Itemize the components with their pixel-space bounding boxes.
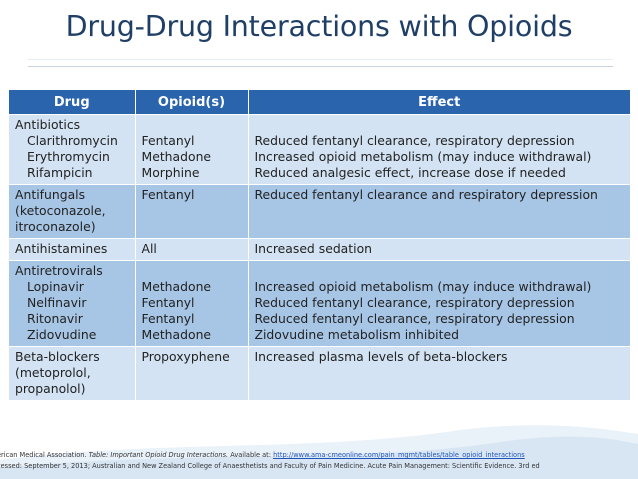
table-row-antibiotics: Antibiotics Clarithromycin Erythromycin … <box>9 114 630 185</box>
opioid-cell: Methadone Fentanyl Fentanyl Methadone <box>135 260 249 347</box>
opioid-name: Methadone <box>141 279 212 294</box>
column-header-effect: Effect <box>248 90 630 115</box>
opioid-name: All <box>141 241 157 256</box>
decorative-wave <box>0 425 638 479</box>
drug-name: Lopinavir <box>27 279 84 294</box>
column-header-drug: Drug <box>9 90 136 115</box>
opioid-name: Methadone <box>141 149 212 164</box>
drug-name: Rifampicin <box>27 165 93 180</box>
drug-cell: Antibiotics Clarithromycin Erythromycin … <box>9 114 136 185</box>
opioid-name: Morphine <box>141 165 200 180</box>
drug-class: Antibiotics <box>15 117 81 132</box>
effect-text: Reduced analgesic effect, increase dose … <box>254 165 566 180</box>
table-row-antifungals: Antifungals (ketoconazole, itroconazole)… <box>9 184 630 239</box>
citation-link[interactable]: http://www.ama-cmeonline.com/pain_mgmt/t… <box>273 451 525 459</box>
effect-text: Reduced fentanyl clearance, respiratory … <box>254 295 575 310</box>
drug-examples: propanolol) <box>15 381 86 396</box>
citation-available: Available at: <box>228 451 274 459</box>
citation-title: Table: Important Opioid Drug Interaction… <box>88 451 229 459</box>
opioid-cell: Propoxyphene <box>135 346 249 401</box>
table-row-antiretrovirals: Antiretrovirals Lopinavir Nelfinavir Rit… <box>9 260 630 347</box>
citation-footer: erican Medical Association. Table: Impor… <box>0 450 638 472</box>
opioid-cell: All <box>135 238 249 261</box>
citation-line-1: erican Medical Association. Table: Impor… <box>0 450 638 461</box>
drug-name: Zidovudine <box>27 327 97 342</box>
table-header-row: Drug Opioid(s) Effect <box>9 90 630 115</box>
title-divider <box>28 66 613 67</box>
opioid-name <box>142 263 243 279</box>
effect-cell: Increased sedation <box>248 238 630 261</box>
drug-cell: Antihistamines <box>9 238 136 261</box>
table-row-beta-blockers: Beta-blockers (metoprolol, propanolol) P… <box>9 346 630 401</box>
opioid-name: Fentanyl <box>141 311 195 326</box>
slide-title: Drug-Drug Interactions with Opioids <box>65 10 573 43</box>
effect-text <box>255 263 626 279</box>
effect-text: Zidovudine metabolism inhibited <box>254 327 459 342</box>
drug-class: Antiretrovirals <box>15 263 103 278</box>
title-divider-top <box>28 59 613 60</box>
column-header-opioids: Opioid(s) <box>135 90 249 115</box>
interactions-table: Drug Opioid(s) Effect Antibiotics Clarit… <box>9 90 630 401</box>
drug-cell: Antifungals (ketoconazole, itroconazole) <box>9 184 136 239</box>
effect-text <box>255 117 626 133</box>
effect-text: Increased plasma levels of beta-blockers <box>254 349 508 364</box>
effect-text: Reduced fentanyl clearance, respiratory … <box>254 133 575 148</box>
drug-name: Erythromycin <box>27 149 110 164</box>
drug-name: Clarithromycin <box>27 133 118 148</box>
effect-cell: Reduced fentanyl clearance, respiratory … <box>248 114 630 185</box>
drug-cell: Beta-blockers (metoprolol, propanolol) <box>9 346 136 401</box>
opioid-name: Fentanyl <box>141 295 195 310</box>
opioid-name: Propoxyphene <box>141 349 230 364</box>
drug-class: Beta-blockers <box>15 349 100 364</box>
drug-examples: (ketoconazole, <box>15 203 106 218</box>
drug-cell: Antiretrovirals Lopinavir Nelfinavir Rit… <box>9 260 136 347</box>
effect-text: Increased opioid metabolism (may induce … <box>254 149 592 164</box>
effect-text: Reduced fentanyl clearance and respirato… <box>254 187 598 202</box>
drug-class: Antihistamines <box>15 241 108 256</box>
opioid-cell: Fentanyl Methadone Morphine <box>135 114 249 185</box>
opioid-name: Fentanyl <box>141 187 195 202</box>
drug-examples: itroconazole) <box>15 219 96 234</box>
opioid-name <box>142 117 243 133</box>
effect-text: Reduced fentanyl clearance, respiratory … <box>254 311 575 326</box>
opioid-name: Fentanyl <box>141 133 195 148</box>
drug-examples: (metoprolol, <box>15 365 91 380</box>
table-row-antihistamines: Antihistamines All Increased sedation <box>9 238 630 261</box>
drug-name: Nelfinavir <box>27 295 87 310</box>
effect-cell: Increased opioid metabolism (may induce … <box>248 260 630 347</box>
drug-class: Antifungals <box>15 187 86 202</box>
effect-cell: Increased plasma levels of beta-blockers <box>248 346 630 401</box>
citation-line-2: cessed: September 5, 2013; Australian an… <box>0 462 540 470</box>
opioid-cell: Fentanyl <box>135 184 249 239</box>
opioid-name: Methadone <box>141 327 212 342</box>
effect-cell: Reduced fentanyl clearance and respirato… <box>248 184 630 239</box>
drug-name: Ritonavir <box>27 311 83 326</box>
effect-text: Increased sedation <box>254 241 373 256</box>
citation-source: erican Medical Association. <box>0 451 89 459</box>
effect-text: Increased opioid metabolism (may induce … <box>254 279 592 294</box>
